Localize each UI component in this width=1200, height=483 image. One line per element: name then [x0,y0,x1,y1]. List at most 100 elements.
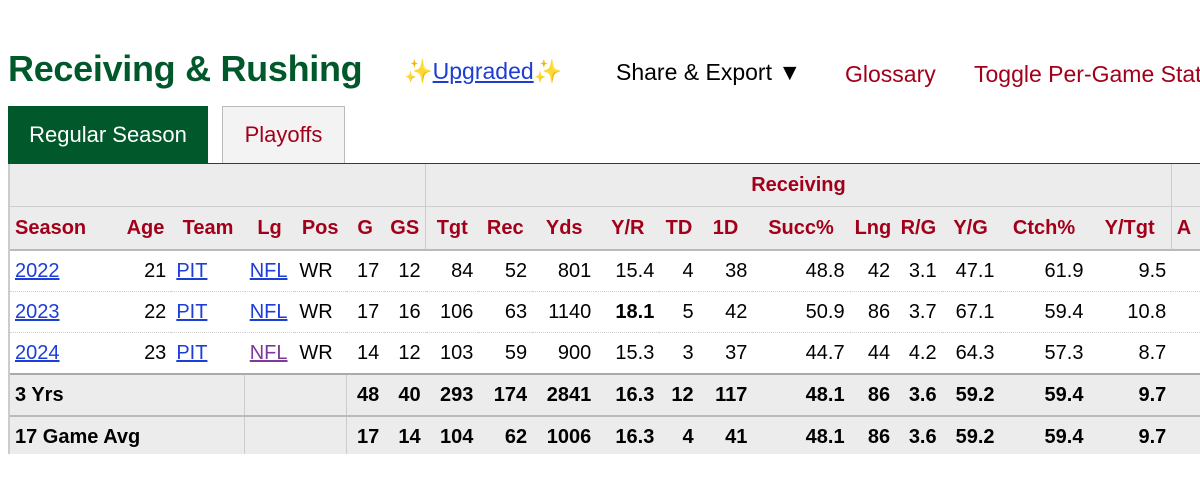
glossary-link[interactable]: Glossary [845,61,936,87]
lng-cell: 42 [849,250,896,292]
gs-cell: 40 [384,373,426,417]
td-cell: 3 [659,332,699,375]
a-cell [1171,373,1200,417]
col-header-ctch[interactable]: Ctch% [999,206,1089,251]
team-link[interactable]: PIT [176,300,208,323]
col-header-tgt[interactable]: Tgt [425,206,479,251]
rec-cell: 174 [478,373,533,417]
table-row: 2024 23 PIT NFL WR 14 12 103 59 900 15.3… [10,332,1200,375]
season-link[interactable]: 2022 [15,259,60,282]
ctch-cell: 59.4 [999,373,1089,417]
col-header-lng[interactable]: Lng [849,206,896,251]
col-header-age[interactable]: Age [119,206,172,251]
col-header-y-r[interactable]: Y/R [596,206,660,251]
over-header-row: Receiving [10,164,1200,207]
lng-cell: 86 [849,373,896,417]
league-link[interactable]: NFL [249,341,288,364]
team-link[interactable]: PIT [176,259,208,282]
receiving-stats-table: Receiving Season Age Team Lg Pos G GS Tg… [10,164,1200,454]
r-g-cell: 3.6 [895,373,942,417]
ctch-cell: 59.4 [999,416,1089,454]
league-link[interactable]: NFL [249,300,288,323]
column-header-row: Season Age Team Lg Pos G GS Tgt Rec Yds … [10,206,1200,251]
stats-table-container[interactable]: Receiving Season Age Team Lg Pos G GS Tg… [8,164,1200,454]
ctch-cell: 57.3 [999,332,1089,375]
succ-cell: 44.7 [752,332,850,375]
table-row: 2022 21 PIT NFL WR 17 12 84 52 801 15.4 … [10,250,1200,292]
tab-playoffs[interactable]: Playoffs [222,106,345,163]
y-r-cell: 16.3 [596,373,660,417]
col-header-pos[interactable]: Pos [294,206,347,251]
gs-cell: 12 [384,332,426,375]
r-g-cell: 3.7 [895,291,942,333]
tgt-cell: 293 [425,373,479,417]
r-g-cell: 3.6 [895,416,942,454]
upgraded-badge[interactable]: ✨Upgraded✨ [404,58,562,85]
1d-cell: 37 [698,332,753,375]
y-g-cell: 59.2 [941,373,1000,417]
yds-cell: 1006 [532,416,597,454]
succ-cell: 48.1 [752,373,850,417]
col-header-rec[interactable]: Rec [478,206,533,251]
totals-row: 3 Yrs 48 40 293 174 2841 16.3 12 117 48.… [10,373,1200,417]
a-cell [1171,291,1200,333]
a-cell [1171,416,1200,454]
table-row: 2023 22 PIT NFL WR 17 16 106 63 1140 18.… [10,291,1200,333]
totals-row: 17 Game Avg 17 14 104 62 1006 16.3 4 41 … [10,416,1200,454]
col-header-gs[interactable]: GS [384,206,426,251]
gs-cell: 16 [384,291,426,333]
col-header-a[interactable]: A [1170,206,1200,251]
y-r-cell: 16.3 [596,416,660,454]
td-cell: 5 [659,291,699,333]
totals-blank [244,416,347,454]
a-cell [1171,332,1200,375]
tab-regular-season[interactable]: Regular Season [8,106,208,163]
succ-cell: 48.1 [752,416,850,454]
col-header-td[interactable]: TD [659,206,699,251]
r-g-cell: 3.1 [895,250,942,292]
col-header-season[interactable]: Season [10,206,120,251]
col-header-team[interactable]: Team [171,206,245,251]
y-g-cell: 64.3 [941,332,1000,375]
tgt-cell: 84 [425,250,479,292]
a-cell [1171,250,1200,292]
gs-cell: 12 [384,250,426,292]
col-header-y-tgt[interactable]: Y/Tgt [1088,206,1172,251]
sparkle-icon: ✨ [404,58,433,84]
season-link[interactable]: 2024 [15,341,60,364]
g-cell: 17 [346,291,385,333]
y-tgt-cell: 9.5 [1088,250,1172,292]
totals-blank [244,373,347,417]
over-header-rushing [1170,164,1200,207]
y-r-cell: 15.4 [596,250,660,292]
y-r-cell: 15.3 [596,332,660,375]
yds-cell: 1140 [532,291,597,333]
tgt-cell: 106 [425,291,479,333]
rec-cell: 63 [478,291,533,333]
toggle-per-game-link[interactable]: Toggle Per-Game Stats [974,61,1200,87]
totals-label: 3 Yrs [10,373,245,417]
td-cell: 4 [659,250,699,292]
over-header-receiving: Receiving [425,164,1172,207]
g-cell: 17 [346,250,385,292]
share-export-menu[interactable]: Share & Export ▼ [616,59,802,85]
col-header-r-g[interactable]: R/G [895,206,942,251]
col-header-yds[interactable]: Yds [532,206,597,251]
pos-cell: WR [294,291,347,333]
y-r-cell-league-leader: 18.1 [596,291,660,333]
col-header-y-g[interactable]: Y/G [941,206,1000,251]
upgraded-link[interactable]: Upgraded [432,58,534,84]
league-link[interactable]: NFL [249,259,288,282]
age-cell: 21 [119,250,172,292]
rec-cell: 52 [478,250,533,292]
yds-cell: 2841 [532,373,597,417]
col-header-succ[interactable]: Succ% [752,206,850,251]
gs-cell: 14 [384,416,426,454]
g-cell: 48 [345,373,385,417]
col-header-g[interactable]: G [346,206,385,251]
season-link[interactable]: 2023 [15,300,60,323]
col-header-1d[interactable]: 1D [698,206,753,251]
1d-cell: 41 [698,416,753,454]
col-header-lg[interactable]: Lg [244,206,295,251]
team-link[interactable]: PIT [176,341,208,364]
